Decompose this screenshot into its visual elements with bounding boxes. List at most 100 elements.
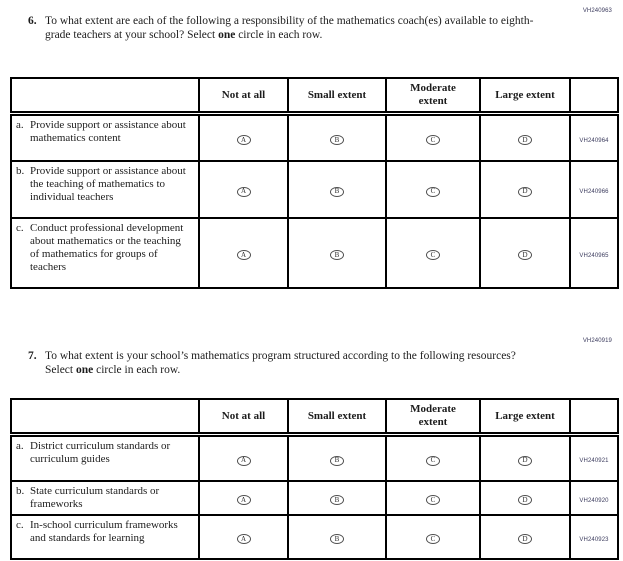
oval-moderate-extent[interactable]: C <box>426 455 440 466</box>
q7-row-a: a. District curriculum standards or curr… <box>10 433 619 482</box>
q6-row-a-stub: a. Provide support or assistance about m… <box>10 112 200 162</box>
oval-letter: D <box>522 456 528 465</box>
row-code: VH240964 <box>579 137 609 144</box>
q6-row-b-stub: b. Provide support or assistance about t… <box>10 159 200 219</box>
row-code: VH240966 <box>579 189 609 195</box>
question6-number: 6. <box>28 15 37 27</box>
oval-large-extent[interactable]: D <box>518 455 532 466</box>
row-text: District curriculum standards or curricu… <box>30 440 171 465</box>
question6-text: To what extent are each of the following… <box>45 14 536 42</box>
oval-small-extent[interactable]: B <box>330 186 344 197</box>
oval-letter: D <box>522 534 528 543</box>
column-header-blank-stub <box>10 77 200 116</box>
oval-letter: C <box>430 250 436 259</box>
oval-moderate-extent[interactable]: C <box>426 135 440 146</box>
column-header-code <box>569 77 619 116</box>
oval-large-extent[interactable]: D <box>518 186 532 197</box>
q7-row-b: b. State curriculum standards or framewo… <box>10 479 619 516</box>
oval-large-extent[interactable]: D <box>518 495 532 505</box>
oval-not-at-all[interactable]: A <box>236 186 251 197</box>
q6-row-b: b. Provide support or assistance about t… <box>10 159 619 219</box>
oval-small-extent[interactable]: B <box>330 455 344 466</box>
oval-letter: A <box>240 187 247 195</box>
oval-small-extent[interactable]: B <box>330 250 344 260</box>
row-code: VH240921 <box>579 458 609 465</box>
column-header-not-at-all: Not at all <box>198 398 289 437</box>
oval-large-extent[interactable]: D <box>518 250 532 260</box>
question6-text-block: 6. To what extent are each of the follow… <box>28 14 536 42</box>
row-letter: c. <box>16 221 24 234</box>
column-header-large-extent: Large extent <box>479 77 571 116</box>
oval-not-at-all[interactable]: A <box>236 455 251 466</box>
q7-row-a-stub: a. District curriculum standards or curr… <box>10 433 200 482</box>
question6-text-pre: To what extent are each of the following… <box>45 15 534 41</box>
oval-not-at-all[interactable]: A <box>236 495 251 505</box>
oval-letter: B <box>334 250 340 259</box>
row-code: VH240923 <box>579 536 609 543</box>
oval-letter: B <box>334 187 340 195</box>
question7-text-bold: one <box>75 364 94 376</box>
q7-table: Not at all Small extent Moderate extent … <box>10 398 619 560</box>
q6-table: Not at all Small extent Moderate extent … <box>10 77 619 289</box>
q7-row-c: c. In-school curriculum frameworks and s… <box>10 513 619 560</box>
column-header-not-at-all: Not at all <box>198 77 289 116</box>
row-letter: a. <box>16 119 24 131</box>
oval-small-extent[interactable]: B <box>330 495 344 505</box>
oval-letter: A <box>240 495 247 504</box>
oval-small-extent[interactable]: B <box>330 135 344 146</box>
oval-large-extent[interactable]: D <box>518 534 532 544</box>
question6-text-bold: one <box>218 29 236 41</box>
question7-number: 7. <box>28 350 37 362</box>
column-header-large-extent: Large extent <box>479 398 571 437</box>
oval-letter: B <box>334 135 340 144</box>
oval-moderate-extent[interactable]: C <box>426 534 440 544</box>
q6-row-c: c. Conduct professional development abou… <box>10 216 619 289</box>
question7-text-block: 7. To what extent is your school’s mathe… <box>28 349 536 377</box>
column-header-moderate-extent: Moderate extent <box>385 398 481 437</box>
oval-letter: D <box>522 187 528 195</box>
oval-letter: C <box>430 135 436 144</box>
oval-letter: A <box>240 135 247 144</box>
oval-letter: A <box>240 250 247 259</box>
oval-letter: A <box>240 534 247 543</box>
oval-letter: C <box>430 187 436 195</box>
q7-header-row: Not at all Small extent Moderate extent … <box>10 398 619 437</box>
column-header-moderate-extent: Moderate extent <box>385 77 481 116</box>
oval-small-extent[interactable]: B <box>330 534 344 544</box>
row-letter: c. <box>16 518 24 531</box>
oval-not-at-all[interactable]: A <box>236 250 251 260</box>
oval-not-at-all[interactable]: A <box>236 135 251 146</box>
question6-text-post: circle in each row. <box>235 29 323 41</box>
question7-text-pre: To what extent is your school’s mathemat… <box>45 350 516 376</box>
column-header-blank-stub <box>10 398 200 437</box>
row-text: Conduct professional development about m… <box>30 221 184 273</box>
row-text: State curriculum standards or frameworks <box>30 484 160 510</box>
q7-row-b-stub: b. State curriculum standards or framewo… <box>10 479 200 516</box>
oval-moderate-extent[interactable]: C <box>426 186 440 197</box>
row-letter: b. <box>16 164 25 177</box>
q6-header-row: Not at all Small extent Moderate extent … <box>10 77 619 116</box>
oval-letter: C <box>430 495 436 504</box>
row-code: VH240920 <box>579 497 609 504</box>
q6-row-c-stub: c. Conduct professional development abou… <box>10 216 200 289</box>
q7-row-c-stub: c. In-school curriculum frameworks and s… <box>10 513 200 560</box>
row-text: Provide support or assistance about math… <box>30 119 186 144</box>
q6-row-a: a. Provide support or assistance about m… <box>10 112 619 162</box>
oval-letter: B <box>334 456 340 465</box>
column-header-code <box>569 398 619 437</box>
row-letter: a. <box>16 440 24 452</box>
question7-text: To what extent is your school’s mathemat… <box>45 349 536 377</box>
oval-not-at-all[interactable]: A <box>236 534 251 544</box>
oval-moderate-extent[interactable]: C <box>426 250 440 260</box>
row-text: Provide support or assistance about the … <box>30 164 186 203</box>
question7-tracking-code: VH240919 <box>582 338 612 344</box>
oval-moderate-extent[interactable]: C <box>426 495 440 505</box>
oval-letter: D <box>522 495 528 504</box>
oval-large-extent[interactable]: D <box>518 135 532 146</box>
oval-letter: C <box>430 456 436 465</box>
oval-letter: D <box>522 135 528 144</box>
question7-text-post: circle in each row. <box>93 364 181 376</box>
oval-letter: B <box>334 534 340 543</box>
oval-letter: C <box>430 534 436 543</box>
